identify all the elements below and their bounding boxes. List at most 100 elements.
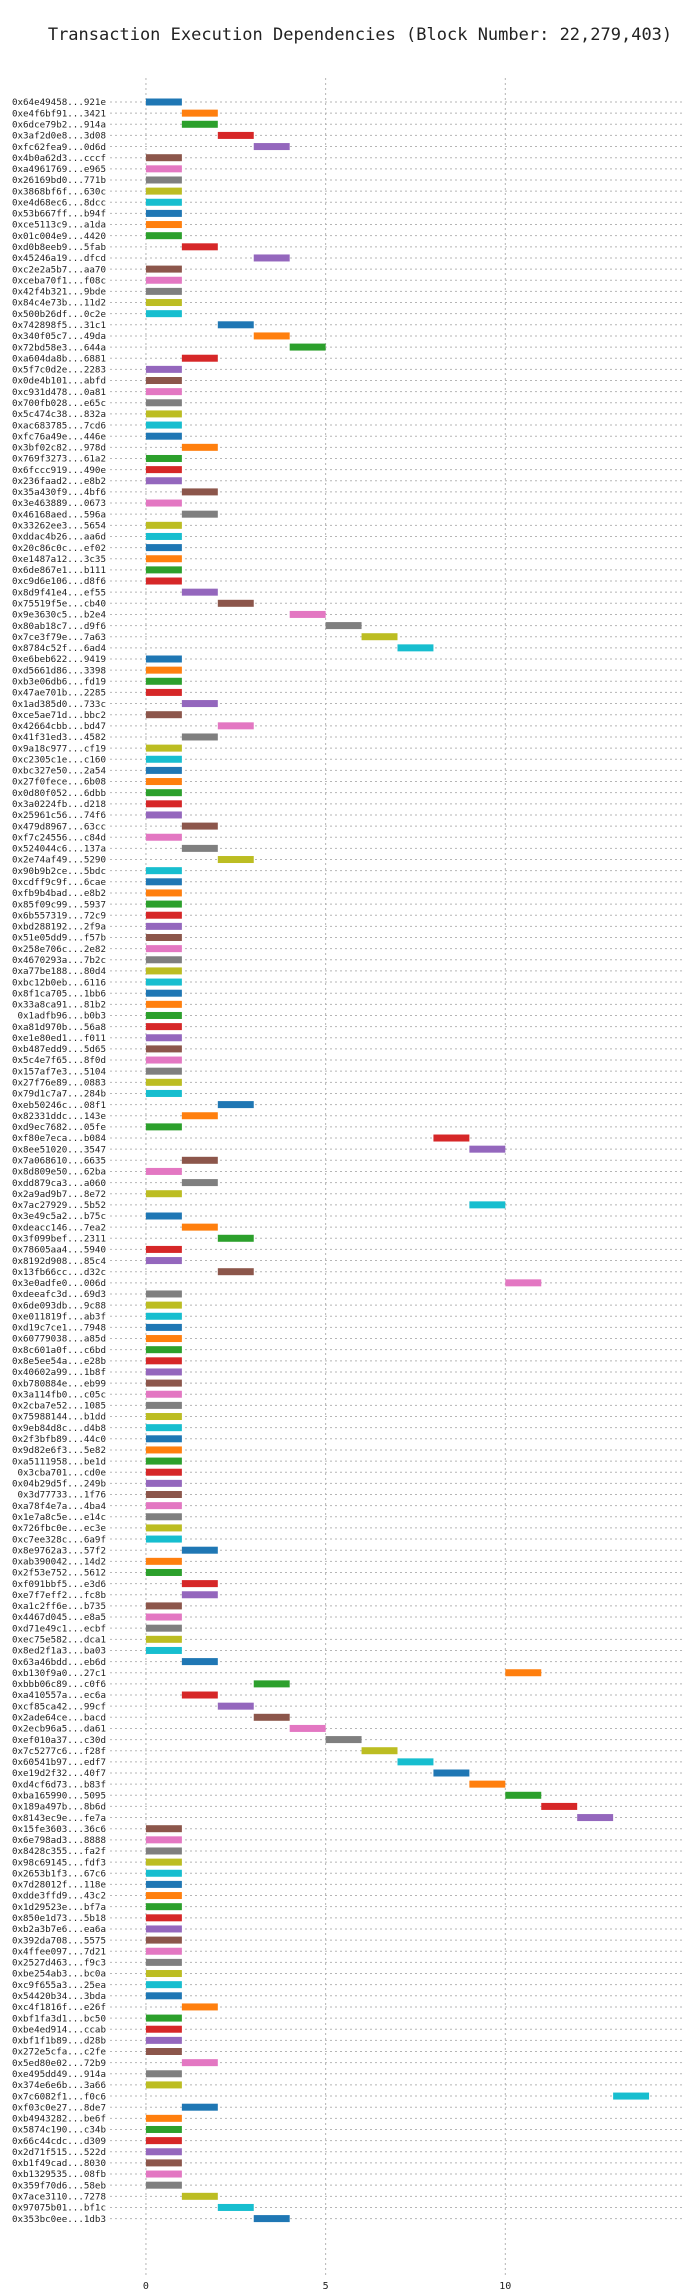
tx-hash-label: 0x1adfb96...b0b3 — [17, 1011, 106, 1022]
tx-hash-label: 0x2ecb96a5...da61 — [12, 1724, 106, 1735]
dependency-bar — [145, 878, 182, 886]
dependency-bar — [145, 154, 182, 162]
tx-hash-label: 0x3e49c5a2...b75c — [12, 1211, 106, 1222]
tx-hash-label: 0xba165990...5095 — [12, 1790, 106, 1801]
dependency-bar — [145, 1368, 182, 1376]
dependency-bar — [505, 1669, 542, 1677]
tx-hash-label: 0xc9f655a3...25ea — [12, 1980, 106, 1991]
tx-hash-label: 0x33a8ca91...81b2 — [12, 1000, 106, 1011]
dependency-bar — [145, 1413, 182, 1421]
tx-hash-label: 0x25961c56...74f6 — [12, 810, 106, 821]
tx-hash-label: 0x8d9f41e4...ef55 — [12, 587, 106, 598]
tx-hash-label: 0xa77be188...80d4 — [12, 966, 107, 977]
dependency-bar — [253, 254, 290, 262]
tx-hash-label: 0x2653b1f3...67c6 — [12, 1868, 106, 1879]
dependency-bar — [145, 1958, 182, 1966]
tx-hash-label: 0x3e0adfe0...006d — [12, 1278, 106, 1289]
tx-hash-label: 0x46168aed...596a — [12, 509, 106, 520]
tx-hash-label: 0xe7f7eff2...fc8b — [12, 1590, 106, 1601]
dependency-bar — [145, 1513, 182, 1521]
dependency-bar — [289, 610, 326, 618]
tx-hash-label: 0xe1487a12...3c35 — [12, 554, 106, 565]
tx-hash-label: 0x258e706c...2e82 — [12, 944, 106, 955]
dependency-bar — [181, 120, 218, 128]
dependency-bar — [181, 2059, 218, 2067]
tx-hash-label: 0xdde3ffd9...43c2 — [12, 1891, 106, 1902]
dependency-bar — [145, 1836, 182, 1844]
dependency-bar — [145, 2137, 182, 2145]
dependency-bar — [145, 1167, 182, 1175]
tx-hash-label: 0xc9d6e106...d8f6 — [12, 576, 106, 587]
dependency-bar — [433, 1134, 470, 1142]
dependency-bar — [145, 1914, 182, 1922]
tx-hash-label: 0x80ab18c7...d9f6 — [12, 621, 106, 632]
tx-hash-label: 0x374e6e6b...3a66 — [12, 2080, 106, 2091]
dependency-bar — [181, 243, 218, 251]
dependency-bar — [145, 2048, 182, 2055]
tx-hash-label: 0x2ade64ce...bacd — [12, 1713, 106, 1724]
dependency-bar — [145, 1491, 182, 1498]
tx-hash-label: 0x2d71f515...522d — [12, 2147, 106, 2158]
x-tick-label: 0 — [143, 2281, 149, 2292]
dependency-bar — [145, 521, 182, 529]
tx-hash-label: 0xe19d2f32...40f7 — [12, 1768, 106, 1779]
tx-hash-label: 0x7a068610...6635 — [12, 1156, 106, 1167]
tx-hash-label: 0x359f70d6...58eb — [12, 2180, 106, 2191]
dependency-bar — [145, 766, 182, 774]
tx-hash-label: 0x6e798ad3...8888 — [12, 1835, 106, 1846]
x-tick-label: 10 — [499, 2281, 511, 2292]
tx-hash-label: 0x3868bf6f...630c — [12, 186, 106, 197]
tx-hash-label: 0xb780884e...eb99 — [12, 1378, 106, 1389]
tx-hash-label: 0x75519f5e...cb40 — [12, 599, 106, 610]
dependency-bar — [145, 1925, 182, 1933]
tx-hash-label: 0x6de093db...9c88 — [12, 1300, 106, 1311]
tx-hash-label: 0xe4f6bf91...3421 — [12, 108, 106, 119]
tx-hash-label: 0x79d1c7a7...284b — [12, 1089, 106, 1100]
dependency-bar — [181, 443, 218, 451]
tx-hash-label: 0x742898f5...31c1 — [12, 320, 106, 331]
tx-hash-label: 0xe6beb622...9419 — [12, 654, 106, 665]
dependency-bar — [145, 1981, 182, 1989]
tx-hash-label: 0xef010a37...c30d — [12, 1735, 106, 1746]
tx-hash-label: 0x6fccc919...490e — [12, 465, 106, 476]
dependency-bar — [325, 622, 362, 630]
tx-hash-label: 0xd0b8eeb9...5fab — [12, 242, 106, 253]
dependency-bar — [145, 789, 182, 797]
tx-hash-label: 0x72bd58e3...644a — [12, 342, 106, 353]
dependency-bar — [577, 1814, 614, 1822]
dependency-bar — [541, 1802, 578, 1810]
dependency-bar — [145, 744, 182, 752]
dependency-bar — [145, 532, 182, 540]
dependency-bar — [145, 1335, 182, 1343]
dependency-bar — [145, 1892, 182, 1900]
tx-hash-label: 0xb130f9a0...27c1 — [12, 1668, 106, 1679]
dependency-bar — [145, 811, 182, 819]
dependency-bar — [145, 1535, 182, 1543]
dependency-bar — [145, 978, 182, 986]
dependency-bar — [145, 1435, 182, 1443]
tx-hash-label: 0xbf1f1b89...d28b — [12, 2036, 106, 2047]
dependency-bar — [145, 2081, 182, 2089]
tx-hash-label: 0x9eb84d8c...d4b8 — [12, 1423, 106, 1434]
tx-hash-label: 0xf7c24556...c84d — [12, 832, 106, 843]
dependency-bar — [217, 1702, 254, 1710]
tx-hash-label: 0xa1c2ff6e...b735 — [12, 1601, 106, 1612]
dependency-bar — [181, 488, 218, 496]
tx-hash-label: 0xa5111958...be1d — [12, 1456, 106, 1467]
dependency-bar — [145, 399, 182, 407]
dependency-bar — [145, 1357, 182, 1365]
tx-hash-label: 0xb487edd9...5d65 — [12, 1044, 106, 1055]
tx-hash-label: 0xbe254ab3...bc0a — [12, 1969, 106, 1980]
tx-hash-label: 0x54420b34...3bda — [12, 1991, 106, 2002]
x-tick-label: 5 — [323, 2281, 329, 2292]
dependency-bar — [181, 844, 218, 852]
dependency-bar — [217, 722, 254, 730]
tx-hash-label: 0xc931d478...0a81 — [12, 387, 106, 398]
tx-hash-label: 0xb3e06db6...fd19 — [12, 676, 106, 687]
tx-hash-label: 0x75988144...b1dd — [12, 1412, 106, 1423]
bar-layer — [145, 98, 650, 2223]
dependency-bar — [145, 477, 182, 485]
tx-hash-label: 0x98c69145...fdf3 — [12, 1857, 106, 1868]
tx-hash-label: 0x7c5277c6...f28f — [12, 1746, 106, 1757]
dependency-bar — [145, 544, 182, 552]
